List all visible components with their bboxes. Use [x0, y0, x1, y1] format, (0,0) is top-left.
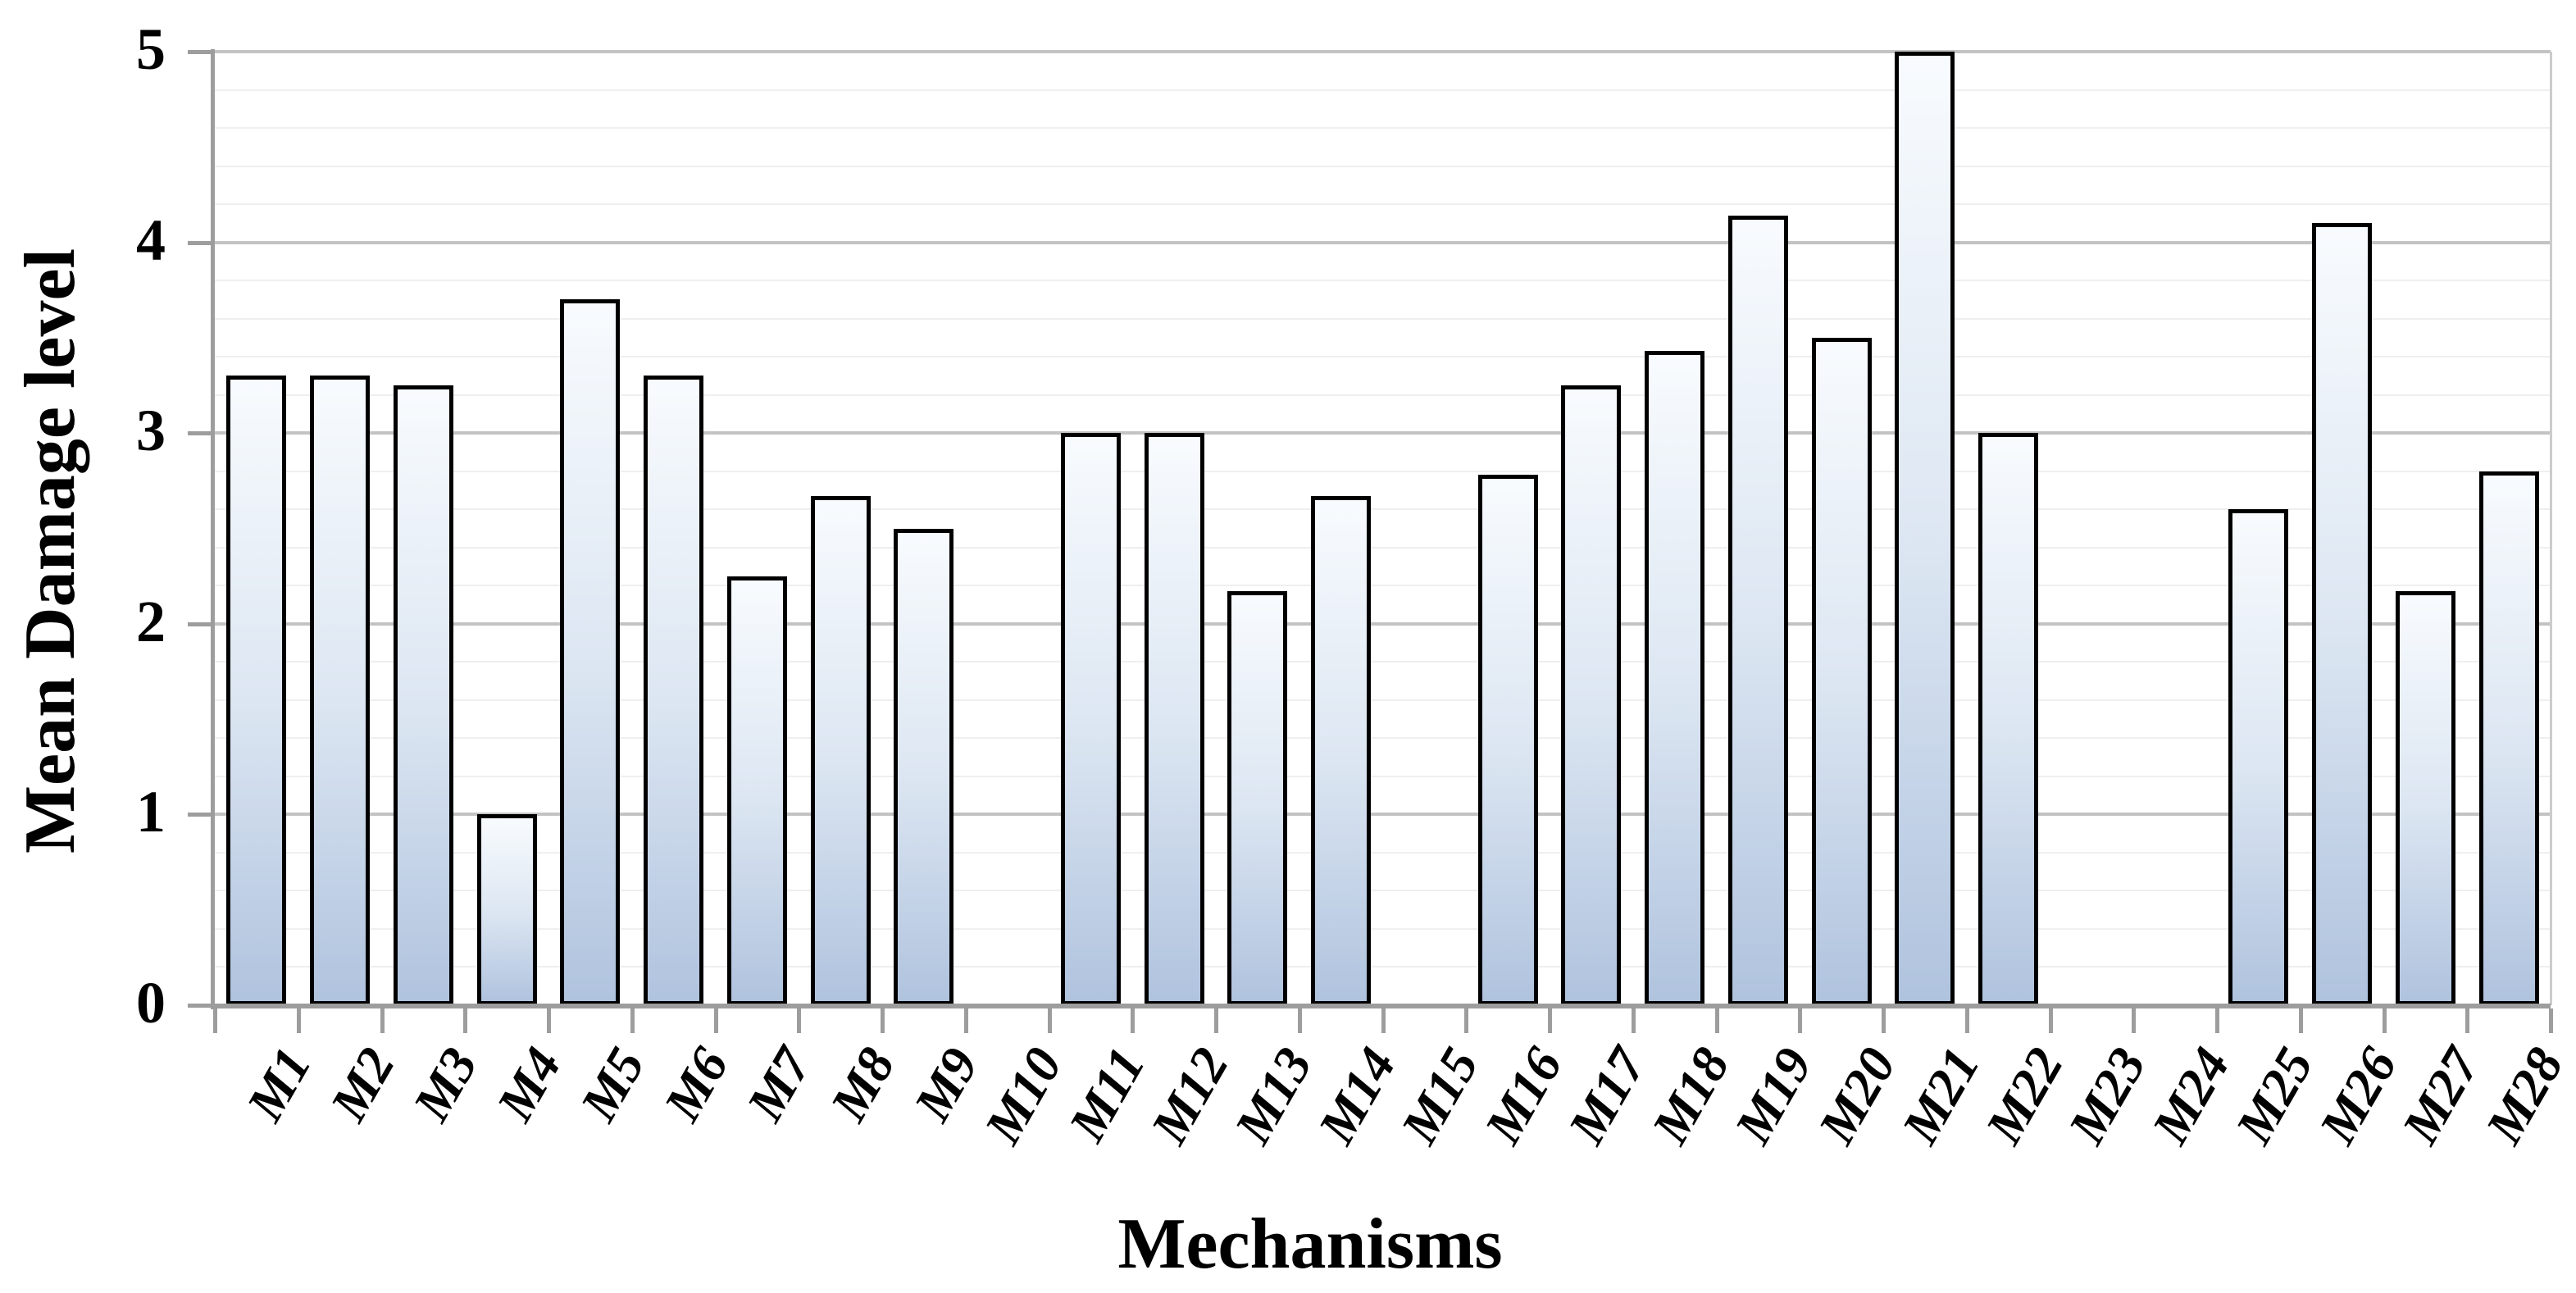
bar-M11: [1060, 433, 1121, 1005]
gridline-major: [215, 50, 2551, 53]
gridline-minor: [215, 546, 2551, 549]
gridline-minor: [215, 203, 2551, 206]
y-axis-tick: [188, 431, 211, 436]
gridline-minor: [215, 127, 2551, 130]
gridline-minor: [215, 89, 2551, 91]
x-axis-tick: [1047, 1008, 1052, 1033]
x-axis-tick: [296, 1008, 301, 1033]
bar-M16: [1477, 475, 1538, 1005]
bar-M3: [393, 385, 453, 1005]
gridline-minor: [215, 927, 2551, 930]
bar-M19: [1727, 216, 1788, 1005]
x-axis-tick: [2298, 1008, 2303, 1033]
bar-M13: [1227, 591, 1288, 1005]
bar-M9: [894, 528, 954, 1005]
bar-M22: [1978, 433, 2039, 1005]
x-axis-tick: [1882, 1008, 1886, 1033]
x-axis-tick: [713, 1008, 718, 1033]
gridline-minor: [215, 851, 2551, 854]
x-axis-tick: [881, 1008, 885, 1033]
gridline-minor: [215, 280, 2551, 282]
y-tick-label: 5: [136, 16, 166, 83]
x-axis-tick: [1798, 1008, 1803, 1033]
bar-M14: [1311, 495, 1372, 1005]
x-axis-tick: [213, 1008, 217, 1033]
bar-M2: [310, 376, 371, 1005]
gridline-minor: [215, 317, 2551, 320]
bar-M12: [1144, 433, 1204, 1005]
bar-M5: [560, 299, 621, 1005]
gridline-major: [215, 240, 2551, 244]
x-axis-tick: [1214, 1008, 1218, 1033]
gridline-minor: [215, 165, 2551, 167]
bar-M8: [810, 495, 871, 1005]
plot-right-border: [2550, 52, 2552, 1005]
x-axis-tick: [2132, 1008, 2137, 1033]
x-axis-tick: [1714, 1008, 1719, 1033]
bar-M27: [2395, 591, 2455, 1005]
y-axis-tick: [188, 1004, 211, 1008]
gridline-minor: [215, 699, 2551, 701]
gridline-minor: [215, 966, 2551, 968]
x-axis-tick: [1297, 1008, 1302, 1033]
bar-M20: [1811, 337, 1872, 1005]
gridline-minor: [215, 661, 2551, 663]
y-tick-label: 3: [136, 398, 166, 464]
bar-M1: [226, 376, 287, 1005]
x-axis-title: Mechanisms: [1117, 1204, 1503, 1284]
x-axis-tick: [1964, 1008, 1969, 1033]
bar-M26: [2312, 223, 2373, 1005]
y-tick-label: 1: [136, 779, 166, 845]
gridline-minor: [215, 356, 2551, 358]
x-axis-tick: [1548, 1008, 1552, 1033]
gridline-major: [215, 621, 2551, 626]
bar-M25: [2228, 509, 2289, 1005]
x-axis-tick: [1631, 1008, 1636, 1033]
y-tick-label: 2: [136, 588, 166, 654]
x-axis-tick: [2465, 1008, 2470, 1033]
y-axis-tick: [188, 813, 211, 817]
gridline-minor: [215, 508, 2551, 511]
x-axis-tick: [2549, 1008, 2553, 1033]
gridline-minor: [215, 585, 2551, 587]
bar-M6: [644, 376, 704, 1005]
y-axis-line: [211, 49, 215, 1009]
bar-M18: [1645, 351, 1705, 1005]
x-axis-tick: [2215, 1008, 2219, 1033]
gridline-minor: [215, 394, 2551, 396]
bar-M21: [1895, 52, 1955, 1005]
bar-M28: [2478, 471, 2539, 1005]
x-axis-line: [211, 1004, 2551, 1008]
y-axis-tick: [188, 240, 211, 245]
x-axis-tick: [630, 1008, 635, 1033]
gridline-major: [215, 431, 2551, 435]
gridline-minor: [215, 737, 2551, 740]
bar-M17: [1561, 385, 1622, 1005]
x-axis-tick: [963, 1008, 968, 1033]
x-axis-tick: [463, 1008, 468, 1033]
x-axis-tick: [797, 1008, 802, 1033]
y-tick-label: 4: [136, 207, 166, 273]
x-axis-tick: [547, 1008, 551, 1033]
x-axis-tick: [380, 1008, 385, 1033]
gridline-major: [215, 813, 2551, 817]
x-axis-tick: [2048, 1008, 2053, 1033]
gridline-minor: [215, 890, 2551, 892]
gridline-minor: [215, 470, 2551, 472]
x-axis-tick: [1131, 1008, 1136, 1033]
bar-M7: [726, 576, 787, 1005]
bar-M4: [476, 814, 537, 1005]
y-axis-tick: [188, 621, 211, 626]
x-axis-tick: [1381, 1008, 1386, 1033]
y-axis-title: Mean Damage level: [11, 248, 90, 854]
y-tick-label: 0: [136, 970, 166, 1036]
x-axis-tick: [2382, 1008, 2387, 1033]
x-axis-tick: [1464, 1008, 1469, 1033]
gridline-minor: [215, 775, 2551, 777]
y-axis-tick: [188, 50, 211, 54]
